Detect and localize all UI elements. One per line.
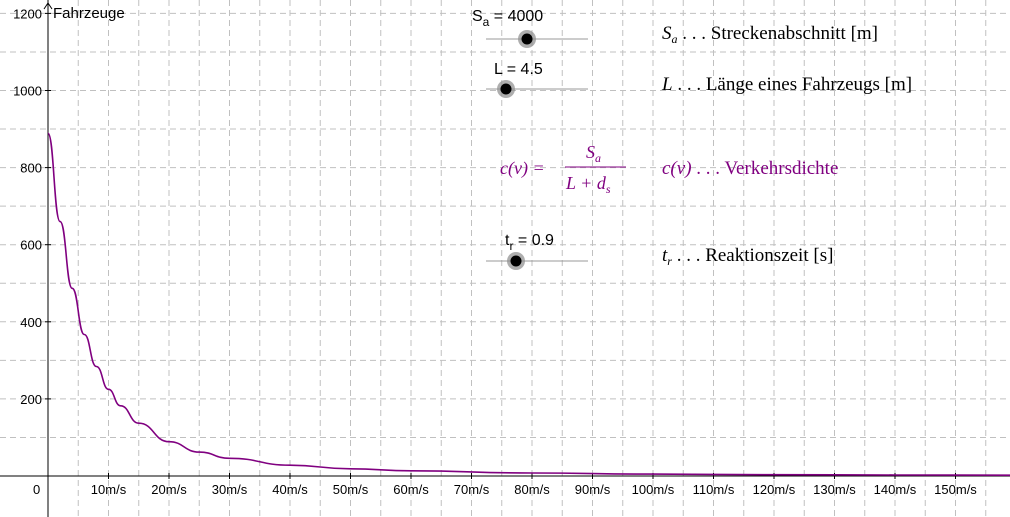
legend-c: c(v) . . . Verkehrsdichte bbox=[662, 158, 838, 179]
legend-tr: tr . . . Reaktionszeit [s] bbox=[662, 245, 833, 268]
legend-c-text: . . . Verkehrsdichte bbox=[692, 158, 839, 179]
slider-tr[interactable]: tr = 0.9 bbox=[486, 232, 588, 270]
x-tick-label: 100m/s bbox=[632, 482, 675, 497]
formula-num-symbol: S bbox=[586, 142, 595, 162]
legend-sa-sub: a bbox=[672, 32, 678, 46]
formula-c-v: c(v) = Sa L + ds bbox=[500, 142, 626, 196]
y-axis-arrow bbox=[43, 2, 53, 10]
formula-den-text: L + d bbox=[565, 173, 607, 193]
slider-tr-value: = 0.9 bbox=[513, 232, 554, 249]
series-line-c-v bbox=[47, 132, 1010, 476]
slider-l-label: L = 4.5 bbox=[494, 61, 543, 78]
y-tick-label: 600 bbox=[20, 238, 42, 253]
legend-c-symbol: c(v) bbox=[662, 158, 692, 179]
y-tick-label: 800 bbox=[20, 161, 42, 176]
x-tick-label: 30m/s bbox=[212, 482, 248, 497]
x-tick-label: 60m/s bbox=[393, 482, 429, 497]
y-tick-label: 1000 bbox=[13, 84, 42, 99]
legend-tr-text: . . . Reaktionszeit [s] bbox=[672, 245, 833, 266]
formula-lhs: c(v) = bbox=[500, 158, 545, 179]
y-tick-label: 400 bbox=[20, 315, 42, 330]
legend-sa-text: . . . Streckenabschnitt [m] bbox=[678, 23, 879, 44]
legend-tr-sub: r bbox=[667, 254, 672, 268]
y-tick-label: 1200 bbox=[13, 6, 42, 21]
x-tick-label: 130m/s bbox=[813, 482, 856, 497]
slider-sa-name: S bbox=[472, 8, 483, 25]
y-tick-label: 200 bbox=[20, 392, 42, 407]
slider-l[interactable]: L = 4.5 bbox=[486, 61, 588, 98]
slider-sa-value: = 4000 bbox=[489, 8, 543, 25]
slider-tr-handle[interactable] bbox=[510, 255, 522, 267]
slider-sa-sub: a bbox=[483, 15, 490, 29]
x-tick-label: 150m/s bbox=[934, 482, 977, 497]
legend-l: L . . . Länge eines Fahrzeugs [m] bbox=[661, 74, 912, 95]
formula-den-sub: s bbox=[606, 182, 611, 196]
x-tick-label: 140m/s bbox=[874, 482, 917, 497]
slider-sa-label: Sa = 4000 bbox=[472, 8, 543, 29]
slider-tr-name: t bbox=[505, 232, 510, 249]
slider-sa-handle[interactable] bbox=[521, 33, 533, 45]
slider-tr-label: tr = 0.9 bbox=[505, 232, 554, 253]
legend-l-text: . . . Länge eines Fahrzeugs [m] bbox=[673, 74, 913, 95]
legend-sa-symbol: S bbox=[662, 23, 672, 44]
x-tick-label: 120m/s bbox=[753, 482, 796, 497]
tick-labels: 10m/s 20m/s 30m/s 40m/s 50m/s 60m/s 70m/s 80m/s… bbox=[13, 6, 977, 497]
slider-tr-sub: r bbox=[509, 239, 513, 253]
x-tick-label: 20m/s bbox=[151, 482, 187, 497]
origin-label: 0 bbox=[33, 482, 40, 497]
legend-tr-symbol: t bbox=[662, 245, 668, 266]
slider-l-handle[interactable] bbox=[500, 83, 512, 95]
legend-l-symbol: L bbox=[661, 74, 673, 95]
formula-num-sub: a bbox=[595, 151, 601, 165]
formula-numerator: Sa bbox=[586, 142, 601, 165]
x-tick-label: 40m/s bbox=[272, 482, 308, 497]
legend-sa: Sa . . . Streckenabschnitt [m] bbox=[662, 23, 878, 46]
x-tick-label: 110m/s bbox=[693, 482, 735, 497]
x-tick-label: 70m/s bbox=[454, 482, 490, 497]
x-tick-label: 80m/s bbox=[514, 482, 550, 497]
slider-sa[interactable]: Sa = 4000 bbox=[472, 8, 588, 48]
x-tick-label: 50m/s bbox=[333, 482, 369, 497]
formula-denominator: L + ds bbox=[565, 173, 611, 196]
x-tick-label: 10m/s bbox=[91, 482, 127, 497]
y-axis-title: Fahrzeuge bbox=[53, 5, 125, 22]
x-tick-label: 90m/s bbox=[575, 482, 611, 497]
